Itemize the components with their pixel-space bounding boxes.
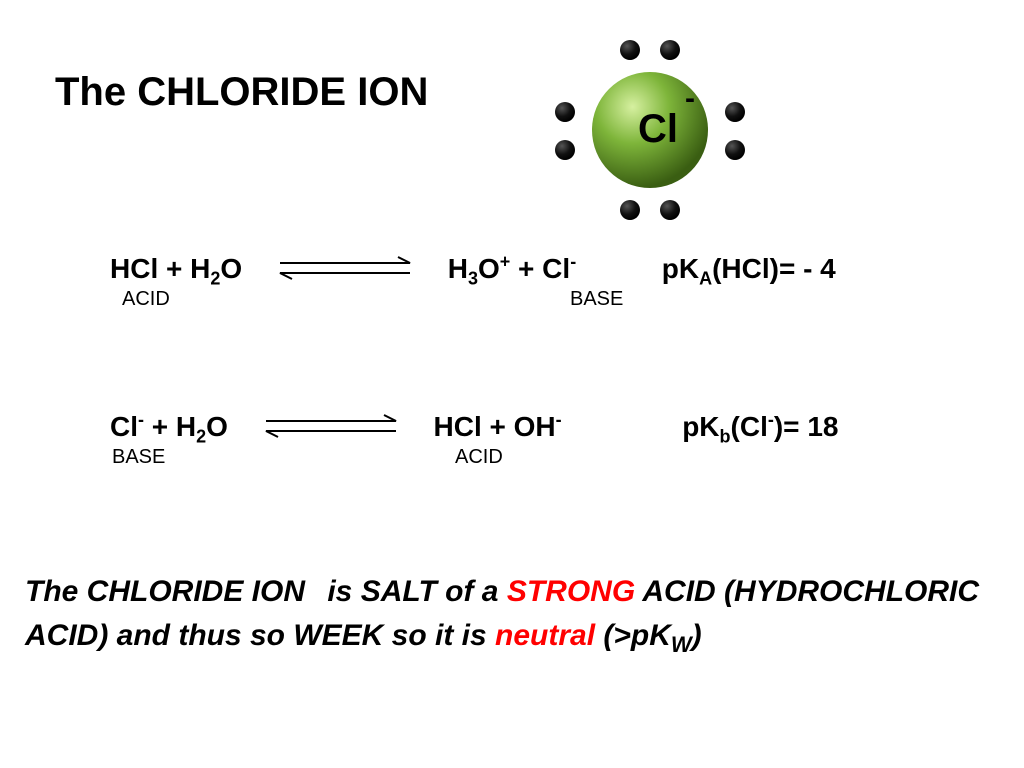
svg-text:Cl: Cl <box>638 107 678 151</box>
eq1-lhs: HCl + H2O <box>110 253 250 284</box>
eq1-role-acid: ACID <box>122 288 170 311</box>
eq1-role-base: BASE <box>570 288 623 311</box>
eq2-role-acid: ACID <box>455 446 503 469</box>
conclusion-text: The CHLORIDE ION is SALT of a STRONG ACI… <box>25 570 1005 660</box>
eq2-lhs: Cl- + H2O <box>110 411 236 442</box>
eq2-role-base: BASE <box>112 446 165 469</box>
eq2-rhs: HCl + OH- <box>434 411 570 442</box>
neutral-highlight: neutral <box>495 619 595 652</box>
equilibrium-arrow-icon <box>256 411 406 446</box>
chloride-ion-graphic: Cl - <box>510 30 790 220</box>
strong-highlight: STRONG <box>507 575 635 608</box>
equation-1: HCl + H2O H3O+ + Cl- pKA(HCl)= - 4 <box>110 252 836 290</box>
svg-text:-: - <box>685 82 695 115</box>
eq1-rhs: H3O+ + Cl- <box>448 253 584 284</box>
eq2-pkb: pKb(Cl-)= 18 <box>682 411 838 442</box>
equilibrium-arrow-icon <box>270 253 420 288</box>
eq1-pka: pKA(HCl)= - 4 <box>662 253 836 284</box>
page-title: The CHLORIDE ION <box>55 70 428 115</box>
equation-2: Cl- + H2O HCl + OH- pKb(Cl-)= 18 <box>110 410 838 448</box>
